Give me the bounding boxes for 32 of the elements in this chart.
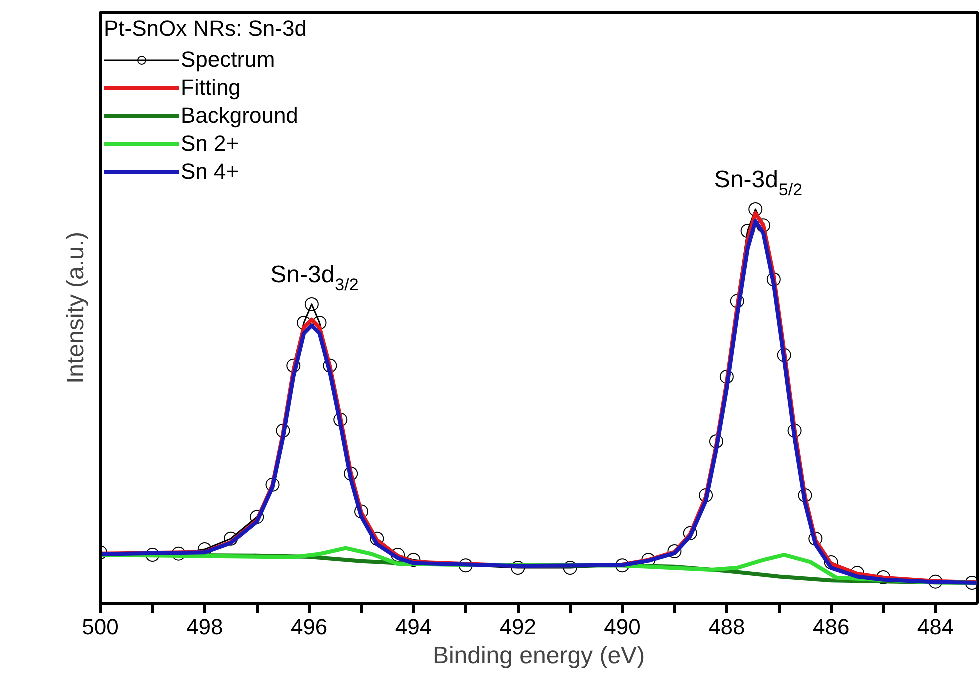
x-tick-label: 500 (82, 614, 119, 640)
x-tick-label: 486 (812, 614, 850, 640)
point (766, 272, 781, 287)
legend-label: Sn 4+ (181, 159, 240, 185)
point (668, 544, 682, 558)
x-tick-label: 484 (917, 614, 954, 640)
point (683, 526, 698, 540)
point (563, 561, 578, 576)
legend-label: Background (181, 103, 298, 129)
point (304, 297, 319, 312)
point (511, 561, 526, 576)
legend-label: Sn 2+ (181, 131, 240, 157)
x-tick-label: 488 (708, 614, 746, 640)
x-tick-label: 496 (290, 614, 328, 640)
point (276, 424, 290, 438)
point (748, 202, 763, 216)
x-tick-label: 494 (395, 614, 432, 640)
point (709, 434, 724, 449)
x-axis-title: Binding energy (eV) (432, 642, 646, 670)
x-tick-label: 490 (604, 614, 641, 640)
legend-label: Spectrum (181, 47, 276, 73)
point (354, 504, 369, 519)
point (720, 370, 734, 384)
point (699, 488, 714, 503)
legend-label: Fitting (181, 75, 241, 101)
x-tick-label: 492 (500, 614, 536, 640)
y-axis-title: Intensity (a.u.) (62, 232, 90, 384)
point (323, 358, 338, 373)
x-tick-label: 498 (186, 614, 224, 640)
point (266, 478, 280, 492)
legend-title: Pt-SnOx NRs: Sn-3d (104, 16, 307, 42)
point (250, 510, 264, 524)
